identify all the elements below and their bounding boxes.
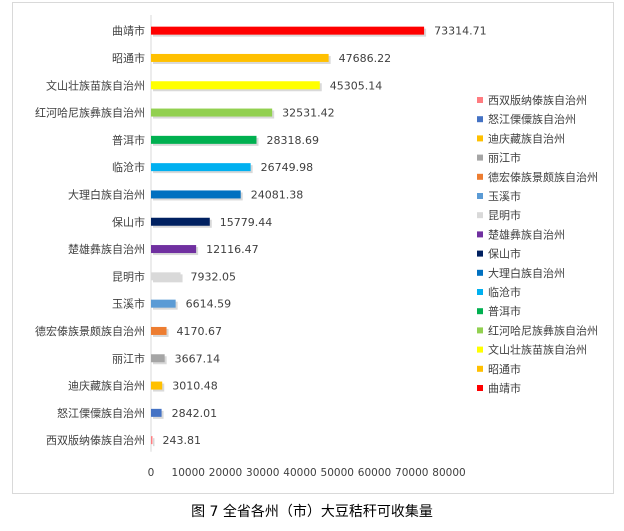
legend-label-5: 玉溪市: [488, 189, 521, 203]
bar-item-0: [151, 26, 425, 35]
x-tick-label-2: 20000: [209, 467, 242, 479]
value-label-item-6: 24081.38: [251, 188, 303, 201]
value-label-item-10: 6614.59: [186, 298, 232, 311]
bar-item-10: [151, 299, 176, 308]
legend-swatch-12: [477, 327, 483, 334]
legend-swatch-4: [477, 173, 483, 180]
legend-swatch-11: [477, 308, 483, 315]
category-label-item-1: 昭通市: [112, 51, 145, 65]
value-label-item-9: 7932.05: [191, 270, 237, 283]
bar-item-11: [151, 326, 167, 335]
legend-label-0: 西双版纳傣族自治州: [488, 93, 587, 107]
legend-swatch-10: [477, 289, 483, 295]
legend-label-11: 普洱市: [488, 304, 521, 318]
legend-swatch-8: [477, 250, 483, 257]
legend-label-4: 德宏傣族景颇族自治州: [488, 170, 598, 184]
category-label-item-4: 普洱市: [112, 133, 145, 147]
x-tick-label-4: 40000: [283, 467, 316, 479]
category-label-item-3: 红河哈尼族彝族自治州: [35, 106, 145, 120]
bar-item-1: [151, 53, 329, 62]
legend-label-1: 怒江傈僳族自治州: [488, 112, 576, 126]
legend-label-14: 昭通市: [488, 362, 521, 376]
value-label-item-5: 26749.98: [261, 161, 314, 174]
category-label-item-8: 楚雄彝族自治州: [68, 242, 145, 256]
x-tick-label-5: 50000: [321, 467, 354, 479]
x-tick-label-7: 70000: [395, 467, 428, 479]
category-label-item-13: 迪庆藏族自治州: [68, 379, 145, 393]
bar-item-12: [151, 354, 165, 363]
x-tick-label-6: 60000: [358, 467, 391, 479]
legend-swatch-0: [477, 97, 483, 103]
legend-label-8: 保山市: [488, 247, 521, 261]
figure-caption: 图 7 全省各州（市）大豆秸秆可收集量: [191, 504, 433, 520]
legend-swatch-7: [477, 231, 483, 238]
category-label-item-10: 玉溪市: [112, 297, 145, 311]
value-label-item-15: 243.81: [163, 434, 202, 447]
legend-label-2: 迪庆藏族自治州: [488, 131, 565, 145]
bar-item-2: [151, 81, 320, 90]
category-label-item-11: 德宏傣族景颇族自治州: [35, 324, 145, 338]
category-label-item-9: 昆明市: [112, 269, 145, 283]
x-tick-label-0: 0: [148, 467, 155, 479]
legend-swatch-9: [477, 269, 483, 276]
category-label-item-0: 曲靖市: [112, 24, 145, 38]
x-tick-label-3: 30000: [246, 467, 279, 479]
legend-label-3: 丽江市: [488, 151, 521, 165]
legend-label-12: 红河哈尼族彝族自治州: [488, 323, 598, 337]
bar-item-6: [151, 190, 241, 199]
legend-swatch-5: [477, 193, 483, 199]
legend-swatch-14: [477, 365, 483, 372]
legend-swatch-15: [477, 385, 483, 391]
legend-label-7: 楚雄彝族自治州: [488, 227, 565, 241]
bar-item-13: [151, 381, 163, 390]
value-label-item-2: 45305.14: [330, 79, 383, 92]
legend-label-15: 曲靖市: [488, 381, 521, 395]
legend-label-13: 文山壮族苗族自治州: [488, 343, 587, 357]
legend-label-9: 大理白族自治州: [488, 266, 565, 280]
bar-item-4: [151, 135, 257, 144]
value-label-item-11: 4170.67: [177, 325, 223, 338]
category-label-item-6: 大理白族自治州: [68, 187, 145, 201]
bar-item-8: [151, 245, 197, 254]
value-label-item-7: 15779.44: [220, 216, 273, 229]
value-label-item-8: 12116.47: [206, 243, 259, 256]
x-tick-label-8: 80000: [432, 467, 465, 479]
legend-swatch-3: [477, 154, 483, 161]
bar-chart: 曲靖市 73314.71 昭通市 47686.22 文山壮族苗族自治州 45305.14 红…: [35, 15, 598, 479]
value-label-item-3: 32531.42: [282, 107, 335, 120]
value-label-item-4: 28318.69: [266, 134, 319, 147]
category-label-item-12: 丽江市: [112, 351, 145, 365]
legend-label-6: 昆明市: [488, 208, 521, 222]
category-label-item-7: 保山市: [112, 215, 145, 229]
bar-item-3: [151, 108, 273, 117]
category-label-item-5: 临沧市: [112, 160, 145, 174]
legend-swatch-1: [477, 116, 483, 123]
bar-item-9: [151, 272, 181, 281]
value-label-item-13: 3010.48: [172, 380, 218, 393]
legend-swatch-6: [477, 212, 483, 219]
chart-frame: 曲靖市 73314.71 昭通市 47686.22 文山壮族苗族自治州 45305.14 红…: [12, 2, 614, 494]
bar-shadow-item-15: [153, 438, 155, 447]
bar-item-5: [151, 163, 251, 172]
bar-item-7: [151, 217, 210, 226]
value-label-item-12: 3667.14: [175, 352, 221, 365]
bar-item-14: [151, 408, 162, 417]
category-label-item-14: 怒江傈僳族自治州: [57, 406, 145, 420]
bar-item-15: [151, 436, 153, 445]
x-tick-label-1: 10000: [172, 467, 205, 479]
category-label-item-15: 西双版纳傣族自治州: [46, 433, 145, 447]
value-label-item-1: 47686.22: [339, 52, 392, 65]
value-label-item-0: 73314.71: [434, 25, 487, 38]
category-label-item-2: 文山壮族苗族自治州: [46, 78, 145, 92]
legend-label-10: 临沧市: [488, 285, 521, 299]
legend-swatch-2: [477, 135, 483, 142]
legend-swatch-13: [477, 346, 483, 353]
value-label-item-14: 2842.01: [172, 407, 218, 420]
